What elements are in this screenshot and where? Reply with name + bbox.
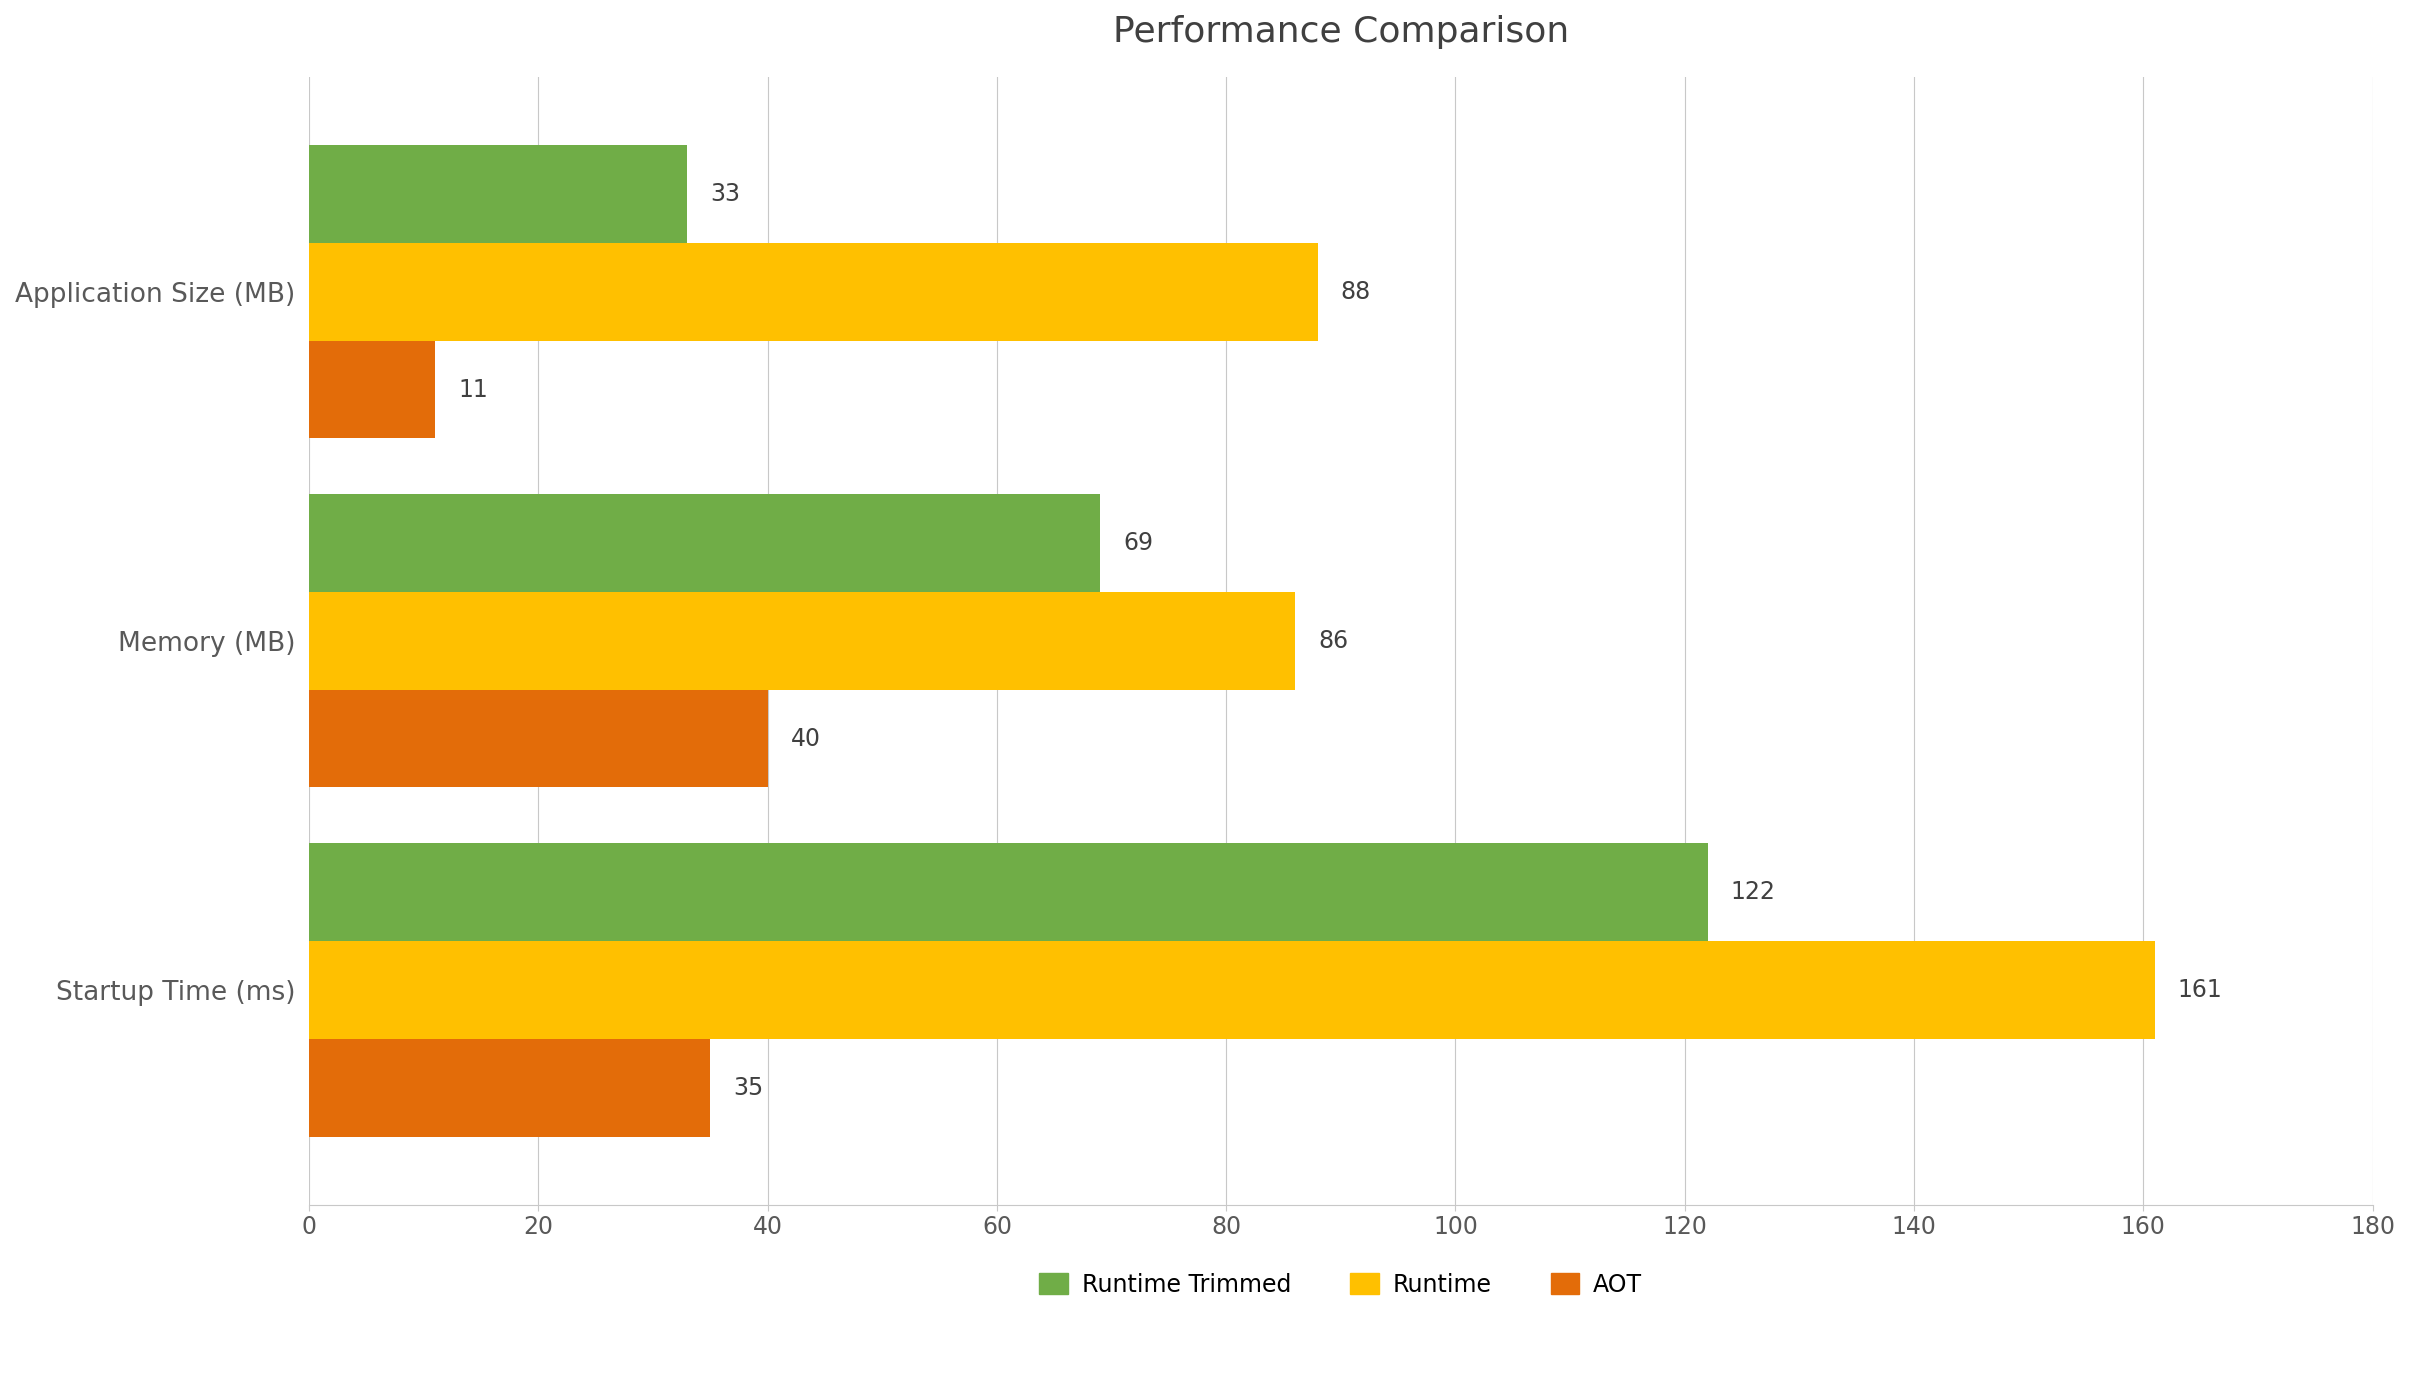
Text: 161: 161: [2179, 979, 2222, 1002]
Text: 69: 69: [1123, 531, 1152, 556]
Text: 88: 88: [1340, 280, 1371, 304]
Bar: [308, 690, 769, 787]
Text: 122: 122: [1730, 881, 1776, 904]
Bar: [308, 843, 1709, 941]
Bar: [308, 1039, 711, 1137]
Legend: Runtime Trimmed, Runtime, AOT: Runtime Trimmed, Runtime, AOT: [1029, 1263, 1651, 1306]
Bar: [308, 146, 687, 242]
Text: 33: 33: [711, 182, 740, 206]
Bar: [308, 941, 2155, 1039]
Text: 11: 11: [458, 378, 487, 402]
Text: 35: 35: [733, 1075, 764, 1100]
Bar: [308, 340, 436, 438]
Title: Performance Comparison: Performance Comparison: [1113, 15, 1569, 49]
Bar: [308, 242, 1318, 340]
Bar: [308, 494, 1099, 592]
Text: 40: 40: [790, 727, 819, 750]
Text: 86: 86: [1318, 629, 1347, 652]
Bar: [308, 592, 1294, 690]
